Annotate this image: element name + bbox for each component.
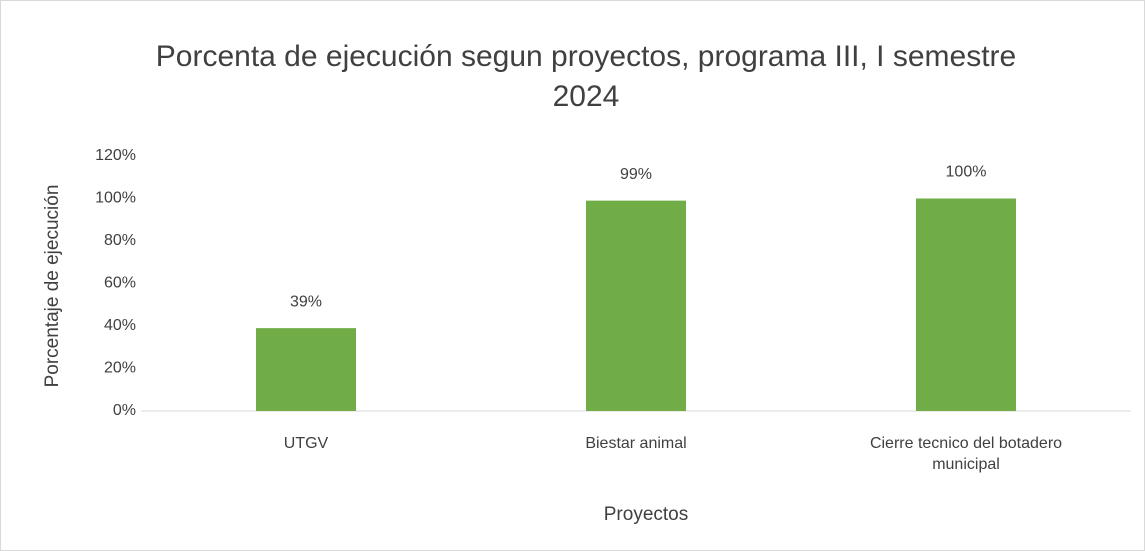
y-tick-label: 120%	[95, 147, 136, 164]
x-tick-label: Cierre tecnico del botadero municipal	[869, 435, 1063, 473]
bar	[256, 328, 356, 411]
y-tick-label: 0%	[113, 402, 136, 419]
y-axis-label: Porcentaje de ejecución	[42, 185, 63, 388]
bar	[586, 200, 686, 411]
y-tick-label: 100%	[95, 190, 136, 207]
chart-title: Porcenta de ejecución segun proyectos, p…	[155, 40, 1017, 113]
bar	[916, 198, 1016, 411]
data-label: 100%	[946, 164, 987, 181]
y-tick-label: 40%	[104, 317, 136, 334]
y-tick-label: 60%	[104, 275, 136, 292]
data-label: 39%	[290, 293, 322, 310]
data-label: 99%	[620, 166, 652, 183]
x-axis-label: Proyectos	[604, 504, 688, 525]
y-tick-label: 80%	[104, 232, 136, 249]
y-tick-label: 20%	[104, 360, 136, 377]
x-tick-label: UTGV	[283, 435, 329, 452]
x-tick-label: Biestar animal	[585, 435, 687, 452]
